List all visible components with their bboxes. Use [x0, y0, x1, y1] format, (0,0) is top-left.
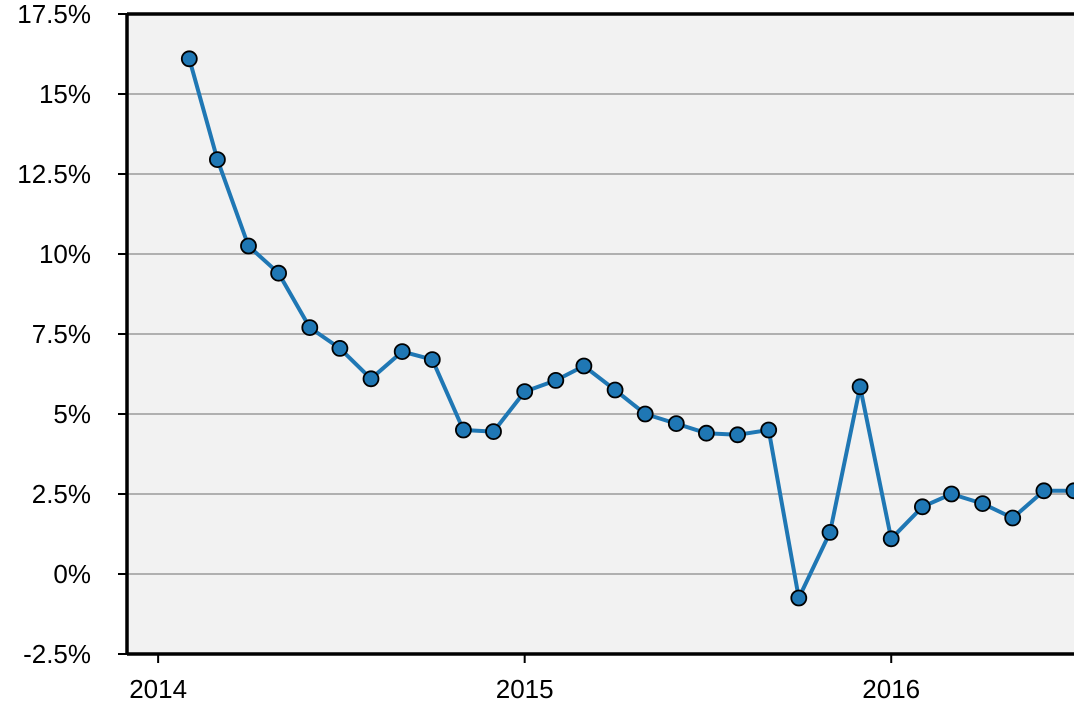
data-point	[760, 421, 778, 439]
data-point	[974, 495, 991, 513]
data-point	[331, 339, 349, 357]
data-point	[821, 524, 839, 541]
data-point	[1035, 482, 1053, 500]
x-tick-label: 2015	[496, 674, 554, 704]
y-tick-label: 10%	[39, 239, 91, 269]
data-point	[270, 264, 288, 282]
x-tick-label: 2016	[862, 674, 920, 704]
x-tick-label: 2014	[129, 674, 187, 704]
y-tick-label: 5%	[53, 399, 91, 429]
y-tick-label: 15%	[39, 79, 91, 109]
x-axis-ticks: 2014 2015 2016	[129, 654, 920, 704]
data-point	[240, 237, 257, 255]
y-tick-label: 7.5%	[32, 319, 91, 349]
data-point	[180, 50, 198, 68]
data-point	[882, 530, 900, 548]
y-tick-label: 2.5%	[32, 479, 91, 509]
data-point	[914, 498, 931, 516]
y-axis-ticks: -2.5% 0% 2.5% 5% 7.5% 10% 12.5% 15% 17.5%	[17, 0, 127, 669]
data-point	[851, 378, 869, 396]
y-tick-label: 12.5%	[17, 159, 91, 189]
data-point	[943, 485, 960, 503]
data-point	[485, 423, 502, 441]
data-point	[208, 151, 226, 169]
data-point	[698, 424, 715, 442]
y-tick-label: 0%	[53, 559, 91, 589]
data-point	[575, 357, 593, 375]
data-point	[606, 381, 624, 399]
y-tick-label: 17.5%	[17, 0, 91, 29]
data-point	[1004, 509, 1022, 527]
grid	[127, 93, 1074, 575]
data-point	[301, 319, 319, 337]
data-point	[636, 405, 654, 423]
data-point	[516, 383, 534, 401]
data-point	[667, 415, 685, 433]
data-point	[729, 426, 746, 444]
data-point	[393, 343, 411, 361]
data-point	[1065, 482, 1074, 500]
y-tick-label: -2.5%	[23, 639, 91, 669]
data-point	[547, 371, 565, 389]
data-point	[454, 421, 472, 439]
series-layer	[180, 50, 1074, 607]
data-point	[423, 351, 441, 369]
data-point	[790, 589, 808, 607]
data-point	[362, 370, 380, 388]
